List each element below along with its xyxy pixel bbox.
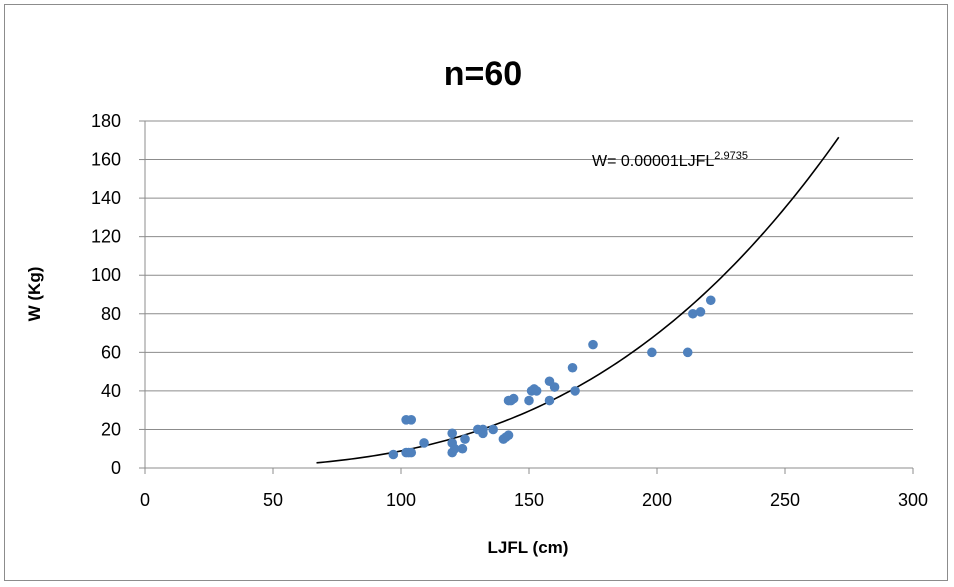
data-point-0 bbox=[388, 449, 399, 460]
x-tick-label: 50 bbox=[263, 490, 283, 510]
x-tick-label: 0 bbox=[140, 490, 150, 510]
data-point-6 bbox=[419, 438, 429, 448]
data-point-19 bbox=[503, 430, 514, 441]
data-point-27 bbox=[544, 395, 555, 406]
data-point-15 bbox=[478, 428, 488, 439]
data-point-32 bbox=[588, 339, 598, 350]
data-point-23 bbox=[524, 395, 534, 406]
y-tick-label: 160 bbox=[91, 150, 121, 170]
chart-frame bbox=[4, 4, 948, 581]
data-point-16 bbox=[488, 424, 498, 435]
data-point-29 bbox=[549, 382, 560, 392]
y-tick-label: 80 bbox=[101, 304, 121, 324]
y-tick-label: 40 bbox=[101, 381, 121, 401]
y-tick-label: 0 bbox=[111, 458, 121, 478]
y-tick-label: 100 bbox=[91, 265, 121, 285]
trendline-equation-exponent: 2.9735 bbox=[714, 150, 748, 162]
power-trendline bbox=[316, 136, 840, 464]
data-point-37 bbox=[705, 295, 716, 306]
trendline-group bbox=[316, 136, 840, 464]
data-point-30 bbox=[567, 362, 578, 373]
data-point-22 bbox=[508, 393, 519, 404]
y-axis-title: W (Kg) bbox=[25, 267, 44, 322]
data-point-36 bbox=[695, 307, 706, 317]
y-tick-label: 20 bbox=[101, 419, 121, 439]
data-points bbox=[388, 295, 716, 460]
data-point-10 bbox=[449, 443, 460, 454]
data-point-3 bbox=[406, 447, 417, 458]
data-point-35 bbox=[688, 308, 698, 319]
data-point-33 bbox=[647, 347, 657, 358]
x-tick-label: 150 bbox=[514, 490, 544, 510]
y-tick-labels: 0 20 40 60 80 100 120 140 160 180 bbox=[91, 111, 121, 478]
x-tick-label: 250 bbox=[770, 490, 800, 510]
x-axis-title: LJFL (cm) bbox=[488, 538, 569, 557]
x-tick-label: 100 bbox=[386, 490, 416, 510]
data-point-11 bbox=[457, 443, 468, 454]
x-tick-labels: 0 50 100 150 200 250 300 bbox=[140, 490, 928, 510]
data-point-31 bbox=[570, 386, 580, 396]
x-tick-label: 300 bbox=[898, 490, 928, 510]
data-point-9 bbox=[447, 428, 458, 439]
x-tick-label: 200 bbox=[642, 490, 672, 510]
grid-lines bbox=[145, 120, 913, 430]
y-tick-label: 120 bbox=[91, 227, 121, 247]
y-tick-label: 60 bbox=[101, 342, 121, 362]
data-point-12 bbox=[460, 434, 470, 444]
data-point-26 bbox=[531, 386, 542, 396]
chart-title: n=60 bbox=[444, 55, 522, 93]
trendline-equation-main: W= 0.00001LJFL bbox=[592, 153, 714, 170]
data-point-5 bbox=[406, 415, 417, 425]
y-tick-label: 140 bbox=[91, 188, 121, 208]
y-tick-label: 180 bbox=[91, 111, 121, 131]
trendline-equation: W= 0.00001LJFL2.9735 bbox=[592, 150, 748, 170]
axes bbox=[139, 120, 914, 474]
data-point-34 bbox=[682, 347, 693, 358]
